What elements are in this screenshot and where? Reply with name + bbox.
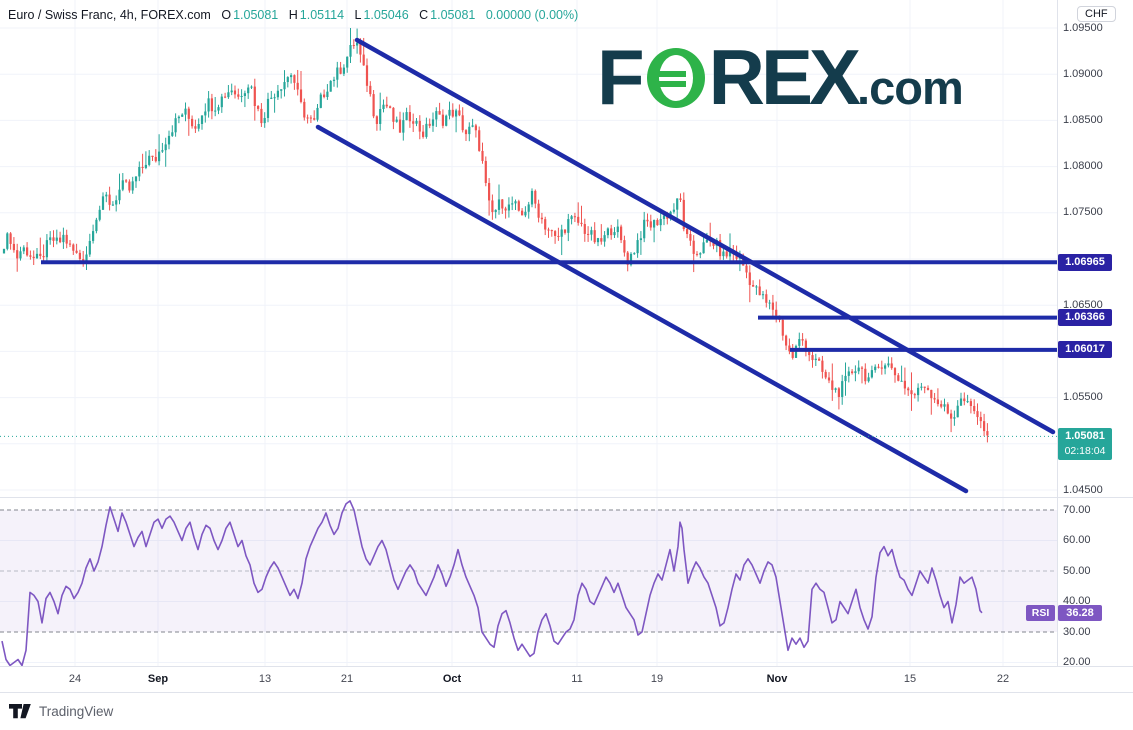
rsi-axis-label: 40.00 bbox=[1063, 595, 1091, 607]
time-axis[interactable]: 24 Sep 13 21 Oct 11 19 Nov 15 22 bbox=[0, 667, 1133, 692]
rsi-indicator-badge[interactable]: RSI bbox=[1026, 604, 1055, 621]
rsi-axis-label: 30.00 bbox=[1063, 625, 1091, 638]
time-axis-label: Nov bbox=[766, 673, 788, 685]
time-axis-label: 24 bbox=[68, 673, 82, 685]
rsi-axis-label: 60.00 bbox=[1063, 534, 1091, 546]
price-axis-label: 1.09000 bbox=[1063, 67, 1103, 80]
rsi-axis-label: 70.00 bbox=[1063, 503, 1091, 516]
level-badge-3: 1.06017 bbox=[1058, 341, 1112, 359]
time-axis-label: Oct bbox=[442, 673, 462, 685]
time-axis-label: 19 bbox=[650, 673, 664, 685]
watermark-rex: REX bbox=[708, 33, 861, 121]
current-price-value: 1.05081 bbox=[1065, 430, 1105, 443]
price-axis-label: 1.08500 bbox=[1063, 113, 1103, 126]
price-axis-label: 1.04500 bbox=[1063, 483, 1103, 496]
currency-badge[interactable]: CHF bbox=[1077, 6, 1116, 22]
price-axis-label: 1.08000 bbox=[1063, 160, 1103, 173]
price-axis-label: 1.05500 bbox=[1063, 391, 1103, 404]
current-price-badge: 1.05081 02:18:04 bbox=[1058, 428, 1112, 461]
pane-separator[interactable] bbox=[0, 497, 1133, 498]
watermark-f: F bbox=[597, 33, 645, 121]
open-value: 1.05081 bbox=[233, 8, 279, 22]
close-value: 1.05081 bbox=[430, 8, 476, 22]
price-axis-label: 1.09500 bbox=[1063, 21, 1103, 34]
footer: TradingView bbox=[0, 693, 1133, 730]
level-badge-1: 1.06965 bbox=[1058, 253, 1112, 271]
time-axis-label: 13 bbox=[258, 673, 272, 685]
price-axis-separator bbox=[1057, 0, 1058, 692]
time-axis-label: 15 bbox=[903, 673, 917, 685]
open-label: O bbox=[221, 8, 232, 22]
close-label: C bbox=[419, 8, 429, 22]
footer-separator bbox=[0, 692, 1133, 693]
high-value: 1.05114 bbox=[299, 8, 345, 22]
rsi-axis-label: 20.00 bbox=[1063, 656, 1091, 668]
time-axis-separator bbox=[0, 666, 1133, 667]
symbol-title: Euro / Swiss Franc, 4h, FOREX.com bbox=[8, 8, 211, 22]
rsi-value-badge: 36.28 bbox=[1058, 604, 1102, 621]
change-value: 0.00000 (0.00%) bbox=[485, 8, 579, 22]
tradingview-label: TradingView bbox=[39, 704, 114, 719]
time-axis-label: 22 bbox=[996, 673, 1010, 685]
forex-watermark-logo: F REX.com bbox=[597, 38, 964, 116]
high-label: H bbox=[288, 8, 298, 22]
level-badge-2: 1.06366 bbox=[1058, 309, 1112, 327]
price-axis-label: 1.06500 bbox=[1063, 298, 1103, 311]
forex-coin-icon bbox=[646, 48, 705, 108]
bar-countdown: 02:18:04 bbox=[1064, 445, 1106, 458]
rsi-axis-label: 50.00 bbox=[1063, 564, 1091, 577]
time-axis-label: Sep bbox=[147, 673, 169, 685]
tradingview-icon bbox=[9, 704, 31, 719]
watermark-com: .com bbox=[857, 61, 964, 114]
price-axis-label: 1.07500 bbox=[1063, 206, 1103, 219]
low-value: 1.05046 bbox=[363, 8, 409, 22]
symbol-legend[interactable]: Euro / Swiss Franc, 4h, FOREX.com O 1.050… bbox=[8, 8, 580, 22]
tradingview-logo[interactable]: TradingView bbox=[9, 704, 113, 719]
time-axis-label: 21 bbox=[340, 673, 354, 685]
time-axis-label: 11 bbox=[571, 673, 583, 685]
low-label: L bbox=[354, 8, 362, 22]
